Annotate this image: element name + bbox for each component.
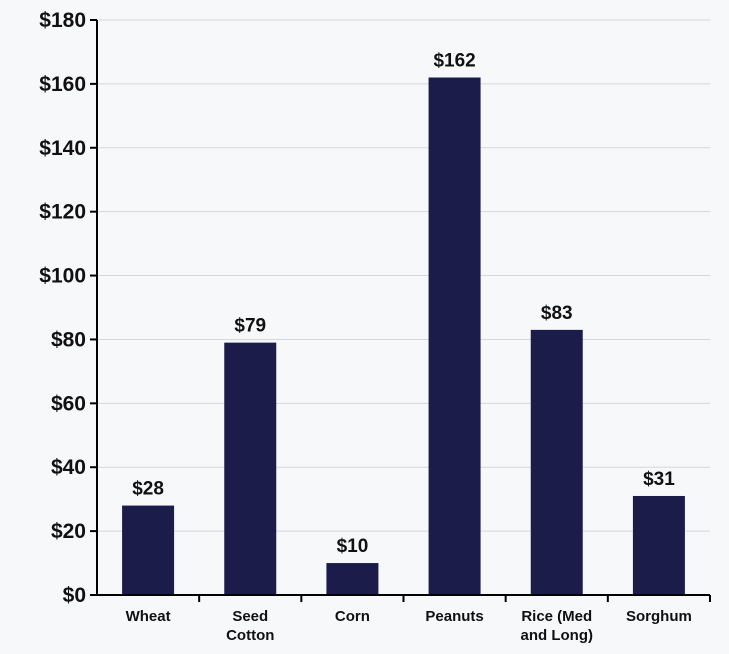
x-category-label: Wheat — [126, 608, 171, 625]
y-axis-tick-labels: $0 $20 $40 $60 $80 $100 $120 $140 $160 $180 — [39, 9, 86, 607]
bar — [428, 77, 481, 595]
bar — [122, 505, 175, 595]
data-labels: $28 $79 $10 $162 $83 $31 — [132, 51, 675, 558]
y-tick-label: $120 — [39, 201, 86, 224]
data-label: $79 — [234, 316, 266, 337]
x-category-label: Rice (Med and Long) — [521, 608, 593, 644]
bar — [530, 329, 583, 595]
axes — [90, 19, 711, 602]
y-tick-label: $100 — [39, 265, 86, 288]
y-tick-label: $20 — [51, 520, 86, 543]
bars — [122, 77, 685, 595]
data-label: $83 — [541, 303, 573, 324]
x-category-label: Sorghum — [626, 608, 692, 625]
x-axis-category-labels: Wheat Seed Cotton Corn Peanuts Rice (Med and L… — [126, 608, 692, 644]
y-tick-label: $80 — [51, 328, 86, 351]
y-tick-label: $40 — [51, 456, 86, 479]
gridlines — [97, 19, 710, 532]
data-label: $10 — [337, 536, 369, 557]
y-tick-label: $60 — [51, 392, 86, 415]
x-category-label: Seed Cotton — [226, 608, 274, 644]
x-category-label: Peanuts — [425, 608, 483, 625]
bar — [632, 495, 685, 595]
bar — [224, 342, 277, 595]
data-label: $31 — [643, 469, 675, 490]
y-tick-label: $180 — [39, 9, 86, 32]
x-category-label: Corn — [335, 608, 370, 625]
y-tick-label: $160 — [39, 73, 86, 96]
y-tick-label: $0 — [63, 584, 86, 607]
y-tick-label: $140 — [39, 137, 86, 160]
data-label: $162 — [433, 51, 475, 72]
data-label: $28 — [132, 479, 164, 500]
bar — [326, 563, 379, 595]
